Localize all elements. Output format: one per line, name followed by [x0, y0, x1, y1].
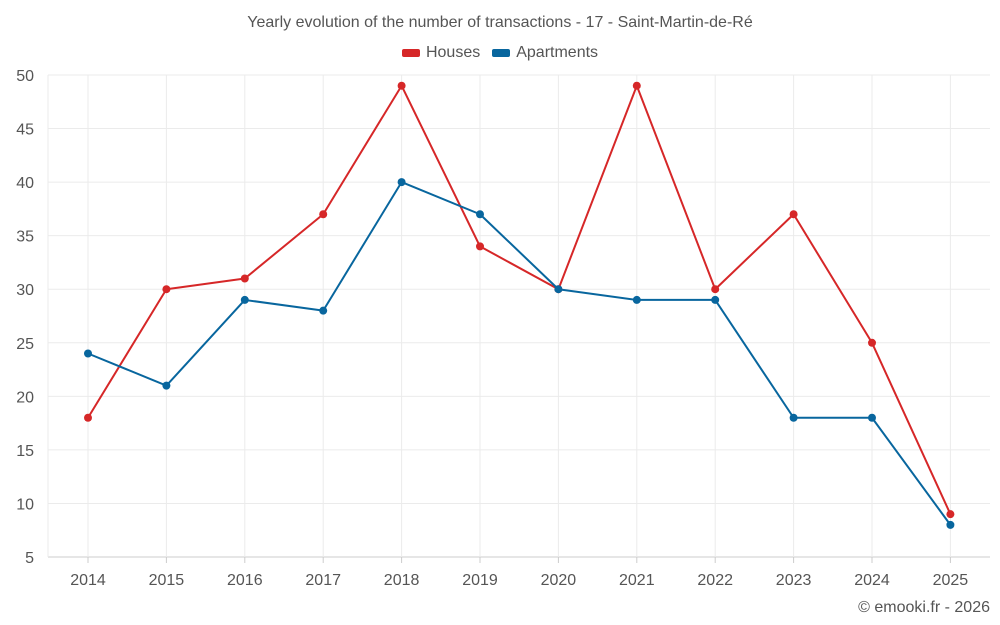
data-point-apartments [240, 295, 249, 304]
y-tick-label: 10 [16, 496, 34, 513]
data-point-apartments [554, 285, 563, 294]
data-point-apartments [711, 295, 720, 304]
chart-title: Yearly evolution of the number of transa… [247, 14, 753, 31]
data-point-apartments [162, 381, 171, 390]
legend-item-houses[interactable]: Houses [401, 44, 481, 62]
data-point-houses [789, 210, 798, 219]
x-tick-label: 2016 [227, 572, 263, 589]
y-tick-label: 20 [16, 389, 34, 406]
legend-label-apartments: Apartments [516, 44, 599, 61]
series-line-houses [87, 84, 952, 515]
data-point-apartments [789, 413, 798, 422]
data-point-houses [240, 274, 249, 283]
y-tick-label: 50 [16, 68, 34, 85]
data-point-houses [319, 210, 328, 219]
data-point-apartments [632, 295, 641, 304]
x-tick-label: 2024 [854, 572, 890, 589]
data-point-apartments [476, 210, 484, 219]
series-line-apartments [87, 181, 952, 526]
y-tick-label: 45 [16, 122, 34, 139]
x-tick-label: 2025 [933, 572, 969, 589]
x-tick-label: 2020 [541, 572, 577, 589]
y-tick-label: 25 [16, 336, 34, 353]
data-point-apartments [397, 178, 406, 187]
legend: Houses Apartments [0, 44, 1000, 62]
data-point-houses [946, 510, 955, 519]
copyright-footer: © emooki.fr - 2026 [858, 599, 990, 616]
y-tick-label: 30 [16, 282, 34, 299]
legend-item-apartments[interactable]: Apartments [492, 44, 598, 62]
y-tick-label: 40 [16, 175, 34, 192]
legend-swatch-apartments [492, 49, 511, 57]
x-tick-label: 2017 [305, 572, 341, 589]
grid-lines [47, 74, 990, 558]
data-point-houses [711, 285, 720, 294]
x-tick-label: 2019 [462, 572, 498, 589]
x-tick-label: 2014 [70, 572, 106, 589]
legend-label-houses: Houses [425, 44, 481, 61]
data-point-apartments [868, 413, 876, 422]
series-group [84, 81, 955, 529]
x-tick-label: 2022 [697, 572, 733, 589]
y-tick-label: 5 [25, 550, 34, 567]
x-tick-label: 2021 [619, 572, 655, 589]
data-point-apartments [84, 349, 92, 358]
x-tick-label: 2018 [384, 572, 420, 589]
data-point-houses [84, 413, 92, 422]
data-point-houses [162, 285, 171, 294]
data-point-houses [868, 338, 876, 347]
data-point-apartments [319, 306, 328, 315]
data-point-houses [397, 81, 406, 90]
data-point-houses [476, 242, 484, 251]
x-tick-label: 2023 [776, 572, 812, 589]
y-tick-label: 35 [16, 229, 34, 246]
data-point-houses [632, 81, 641, 90]
legend-swatch-houses [401, 49, 420, 57]
y-tick-label: 15 [16, 443, 34, 460]
x-tick-label: 2015 [149, 572, 185, 589]
data-point-apartments [946, 520, 955, 529]
